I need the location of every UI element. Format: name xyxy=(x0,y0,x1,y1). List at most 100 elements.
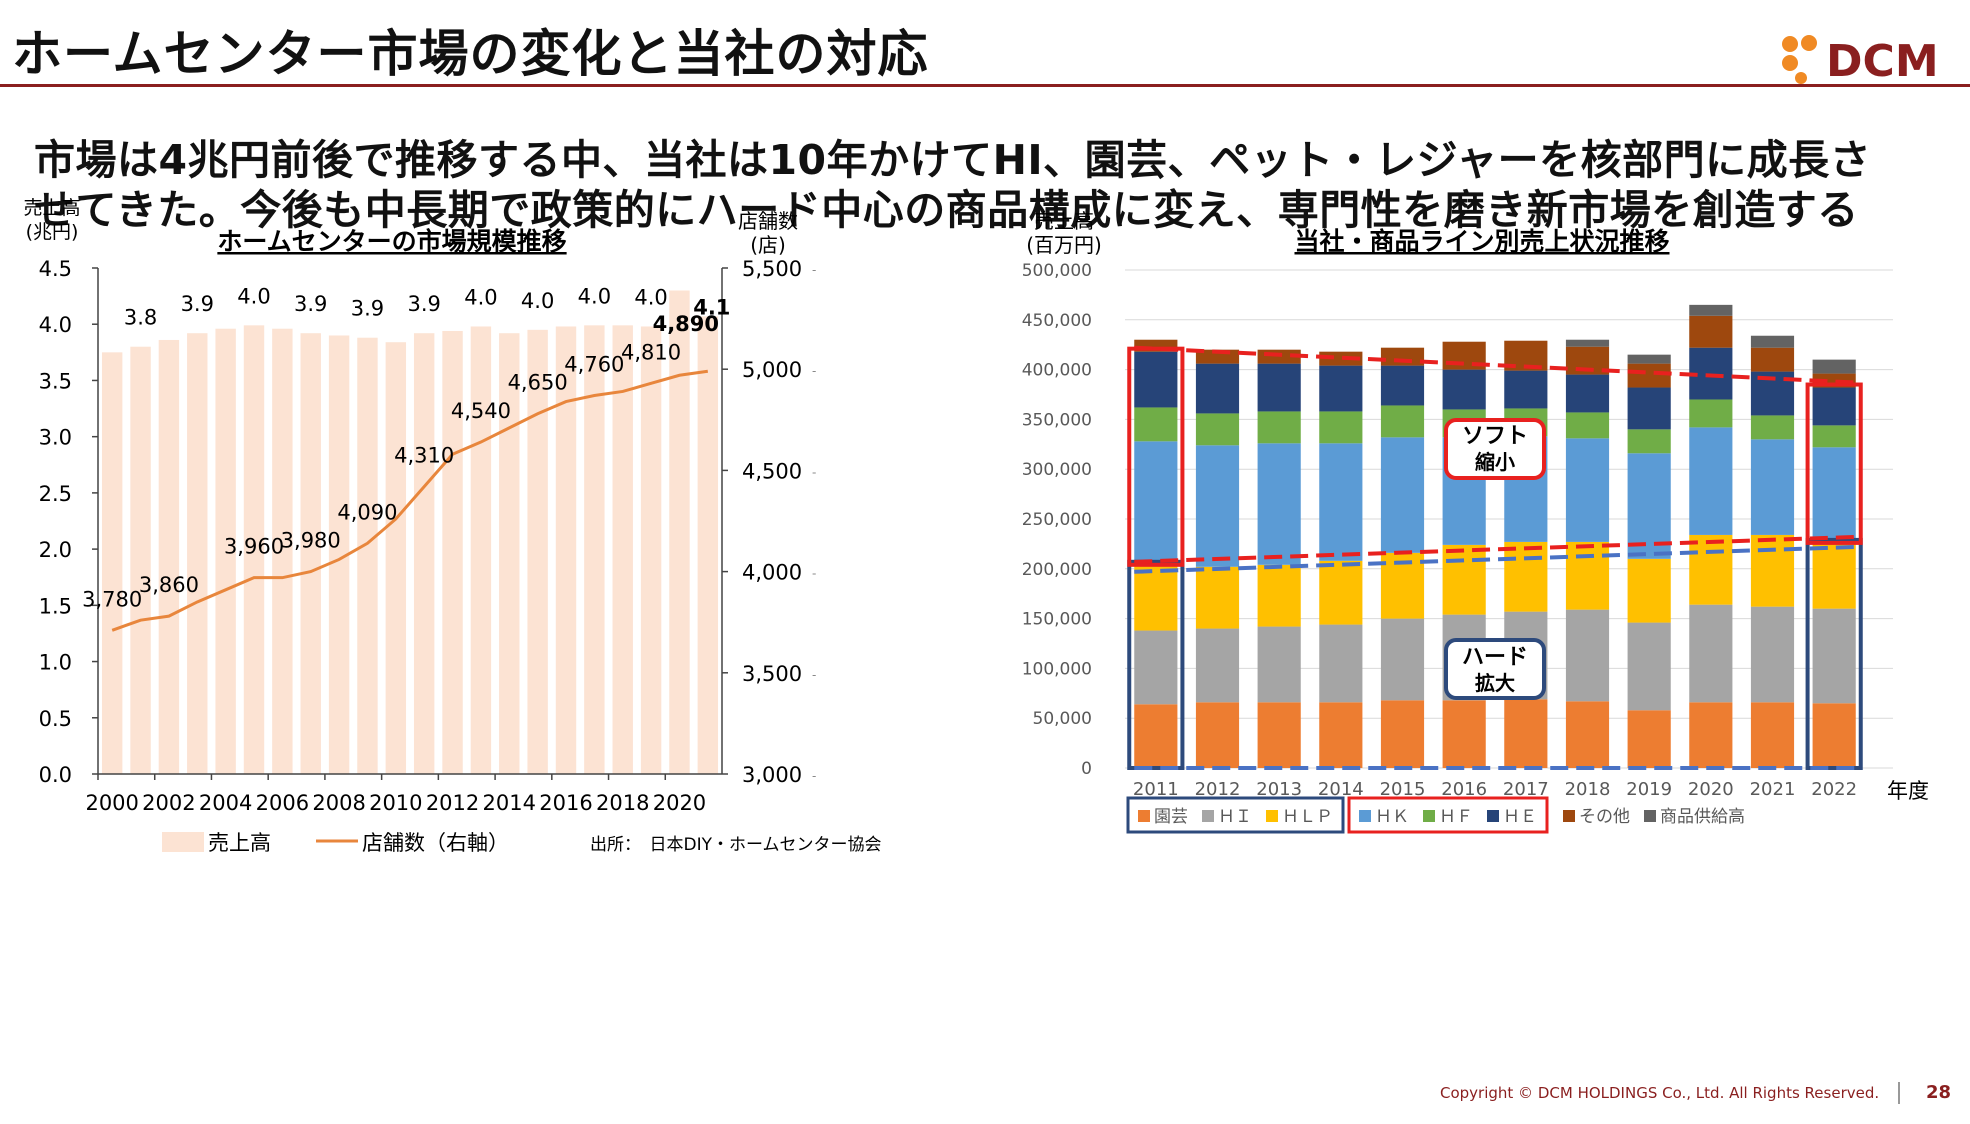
stack-segment-2018-5 xyxy=(1565,374,1610,413)
x-tick-label: 2013 xyxy=(1256,779,1302,800)
legend-swatch-5 xyxy=(1487,810,1499,822)
y-tick-label: 4.0 xyxy=(39,313,72,337)
market-bar-2005 xyxy=(243,325,265,774)
legend-label-4: ＨＦ xyxy=(1439,807,1473,827)
stack-segment-2018-0 xyxy=(1565,701,1610,768)
trend-line-soft xyxy=(1134,345,1856,385)
y-tick-label: 2.0 xyxy=(39,538,72,562)
y-tick-label: 300,000 xyxy=(1022,460,1092,480)
stack-segment-2015-3 xyxy=(1380,437,1425,553)
y2-tick-label: 5,500 xyxy=(742,257,802,281)
stack-segment-2014-5 xyxy=(1319,365,1363,412)
stack-segment-2011-0 xyxy=(1134,704,1178,768)
stack-segment-2021-4 xyxy=(1750,415,1795,440)
stack-segment-2020-6 xyxy=(1689,315,1733,348)
market-bar-label: 4.1 xyxy=(693,295,730,319)
x-tick-label: 2002 xyxy=(142,791,195,815)
market-bar-2020 xyxy=(669,290,690,774)
stack-segment-2011-2 xyxy=(1134,564,1178,631)
stack-segment-2016-2 xyxy=(1442,544,1486,615)
stack-segment-2011-4 xyxy=(1134,407,1178,442)
stack-segment-2014-3 xyxy=(1319,443,1363,561)
market-bar-2008 xyxy=(328,335,350,774)
market-bar-2010 xyxy=(385,342,407,774)
market-bar-label: 4.0 xyxy=(237,284,270,308)
stack-segment-2015-5 xyxy=(1380,365,1425,406)
y2-tick-label: 3,500 xyxy=(742,662,802,686)
legend-label-1: ＨＩ xyxy=(1218,807,1252,827)
market-bar-2003 xyxy=(187,333,208,774)
stack-segment-2022-2 xyxy=(1812,542,1856,609)
y-tick-label: 0.5 xyxy=(39,707,72,731)
legend-label-7: 商品供給高 xyxy=(1660,807,1745,827)
market-bar-2018 xyxy=(612,325,633,774)
y2-axis-title-line-2: (店) xyxy=(750,233,786,257)
x-tick-label: 2012 xyxy=(426,791,479,815)
y2-tick-dash: - xyxy=(812,567,816,581)
x-tick-label: 2020 xyxy=(1688,779,1734,800)
market-bar-2011 xyxy=(413,333,435,774)
soft-shrink-callout xyxy=(1444,418,1546,480)
y-tick-label: 4.5 xyxy=(39,257,72,281)
hard-callout-line-1: ハード xyxy=(1462,645,1528,670)
soft-callout-line-1: ソフト xyxy=(1462,424,1528,449)
stack-segment-2022-7 xyxy=(1812,359,1856,374)
market-bar-2009 xyxy=(357,337,378,774)
x-tick-label: 2012 xyxy=(1195,779,1241,800)
market-bar-label: 3.9 xyxy=(294,292,327,316)
stack-segment-2012-5 xyxy=(1195,363,1240,414)
trend-line-soft xyxy=(1134,534,1856,564)
market-bar-2012 xyxy=(442,330,463,774)
stack-segment-2021-2 xyxy=(1750,534,1795,607)
stack-segment-2016-0 xyxy=(1442,700,1486,768)
stack-segment-2017-5 xyxy=(1504,370,1548,409)
legend-label-0: 園芸 xyxy=(1154,807,1188,827)
store-count-label: 3,980 xyxy=(281,529,341,553)
legend-label-2: ＨＬＰ xyxy=(1282,807,1333,827)
stack-segment-2021-7 xyxy=(1750,335,1795,348)
copyright: Copyright © DCM HOLDINGS Co., Ltd. All R… xyxy=(1440,1084,1880,1102)
y-tick-label: 3.0 xyxy=(39,426,72,450)
y-tick-label: 100,000 xyxy=(1022,659,1092,679)
stack-segment-2015-0 xyxy=(1380,700,1425,768)
market-bar-2007 xyxy=(300,333,321,774)
y-tick-label: 0 xyxy=(1081,759,1092,779)
y2-tick-dash: - xyxy=(812,364,816,378)
market-bar-label: 3.9 xyxy=(407,292,440,316)
stack-segment-2017-2 xyxy=(1504,541,1548,612)
stack-segment-2020-7 xyxy=(1689,304,1733,316)
y-tick-label: 350,000 xyxy=(1022,410,1092,430)
stack-segment-2012-1 xyxy=(1195,628,1240,703)
x-tick-label: 2000 xyxy=(85,791,138,815)
stack-segment-2019-1 xyxy=(1627,622,1671,711)
stack-segment-2014-0 xyxy=(1319,702,1363,768)
stack-segment-2011-1 xyxy=(1134,630,1178,705)
y-tick-label: 50,000 xyxy=(1033,709,1092,729)
stack-segment-2021-0 xyxy=(1750,702,1795,768)
stack-segment-2020-2 xyxy=(1689,534,1733,605)
stack-segment-2020-3 xyxy=(1689,427,1733,535)
legend-swatch-6 xyxy=(1563,810,1575,822)
x-tick-label: 2014 xyxy=(1318,779,1364,800)
legend-swatch-0 xyxy=(1138,810,1150,822)
x-tick-label: 2006 xyxy=(256,791,309,815)
stack-segment-2011-3 xyxy=(1134,441,1178,565)
y2-tick-dash: - xyxy=(812,769,816,783)
stack-segment-2016-5 xyxy=(1442,369,1486,410)
y-tick-label: 3.5 xyxy=(39,369,72,393)
logo-text: DCM xyxy=(1826,36,1939,84)
store-count-label: 3,860 xyxy=(139,573,199,597)
y2-tick-dash: - xyxy=(812,465,816,479)
market-bar-2006 xyxy=(272,328,293,774)
hard-highlight-2022 xyxy=(1805,537,1863,770)
y2-tick-label: 5,000 xyxy=(742,358,802,382)
soft-highlight-2022 xyxy=(1805,382,1863,545)
store-count-label: 4,540 xyxy=(451,399,511,423)
stack-segment-2022-4 xyxy=(1812,425,1856,448)
y-tick-label: 400,000 xyxy=(1022,361,1092,381)
market-bar-2013 xyxy=(470,326,492,774)
stack-segment-2013-0 xyxy=(1257,702,1301,768)
market-size-chart: 売上高(兆円) 店舗数(店)ホームセンターの市場規模推移0.00.51.01.52… xyxy=(23,197,881,855)
market-bar-label: 4.0 xyxy=(634,285,667,309)
y2-tick-label: 4,500 xyxy=(742,459,802,483)
